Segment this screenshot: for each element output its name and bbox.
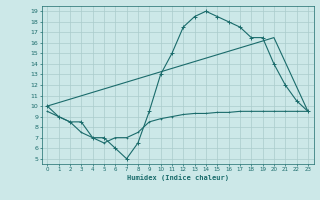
X-axis label: Humidex (Indice chaleur): Humidex (Indice chaleur) xyxy=(127,174,228,181)
